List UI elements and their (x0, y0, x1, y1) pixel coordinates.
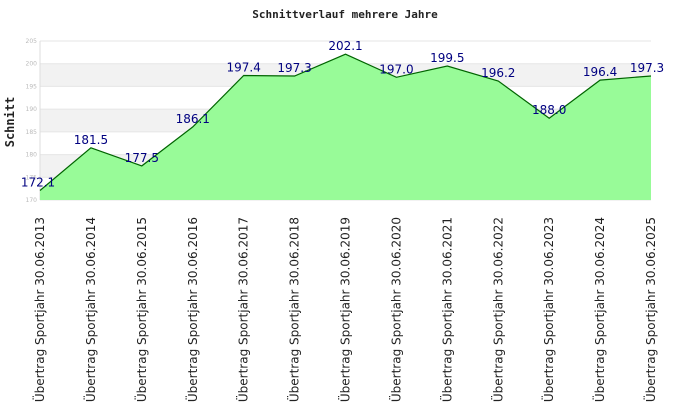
x-tick-label: Übertrag Sportjahr 30.06.2018 (286, 217, 302, 402)
data-label: 197.3 (277, 61, 311, 75)
data-label: 186.1 (176, 112, 210, 126)
x-tick-label: Übertrag Sportjahr 30.06.2023 (540, 217, 556, 402)
x-tick-label: Übertrag Sportjahr 30.06.2017 (235, 217, 251, 402)
data-label: 202.1 (328, 39, 362, 53)
chart-title: Schnittverlauf mehrere Jahre (252, 8, 438, 21)
x-tick-label: Übertrag Sportjahr 30.06.2014 (82, 217, 98, 402)
y-tick-label: 205 (26, 38, 38, 45)
data-labels: 172.1 181.5 177.5 186.1 197.4 197.3 202.1 197.0… (21, 39, 664, 189)
data-label: 197.0 (379, 62, 413, 76)
x-tick-label: Übertrag Sportjahr 30.06.2022 (489, 217, 505, 402)
y-axis-label: Schnitt (3, 97, 17, 148)
x-tick-label: Übertrag Sportjahr 30.06.2019 (337, 217, 353, 402)
y-tick-label: 200 (26, 61, 38, 68)
y-ticks: 170 175 180 185 190 195 200 205 (26, 38, 38, 204)
plot-band (40, 41, 651, 64)
y-tick-label: 170 (26, 197, 38, 204)
y-tick-label: 175 (26, 174, 38, 181)
x-tick-label: Übertrag Sportjahr 30.06.2016 (184, 217, 200, 402)
x-tick-label: Übertrag Sportjahr 30.06.2015 (133, 217, 149, 402)
x-tick-labels: Übertrag Sportjahr 30.06.2013 Übertrag Sp… (31, 217, 658, 402)
data-label: 177.5 (125, 151, 159, 165)
x-tick-label: Übertrag Sportjahr 30.06.2024 (591, 217, 607, 402)
data-label: 197.3 (630, 61, 664, 75)
data-label: 188.0 (532, 103, 566, 117)
data-label: 196.2 (481, 66, 515, 80)
y-tick-label: 195 (26, 83, 38, 90)
x-tick-label: Übertrag Sportjahr 30.06.2020 (387, 217, 403, 402)
y-tick-label: 180 (26, 152, 38, 159)
data-label: 199.5 (430, 51, 464, 65)
y-tick-label: 185 (26, 129, 38, 136)
x-tick-label: Übertrag Sportjahr 30.06.2013 (31, 217, 47, 402)
data-label: 172.1 (21, 175, 55, 189)
data-label: 196.4 (583, 65, 617, 79)
series-line (39, 53, 652, 191)
x-tick-label: Übertrag Sportjahr 30.06.2021 (438, 217, 454, 402)
y-tick-label: 190 (26, 106, 38, 113)
x-tick-label: Übertrag Sportjahr 30.06.2025 (642, 217, 658, 402)
data-label: 181.5 (74, 133, 108, 147)
area-fill (40, 54, 651, 201)
data-label: 197.4 (226, 61, 260, 75)
